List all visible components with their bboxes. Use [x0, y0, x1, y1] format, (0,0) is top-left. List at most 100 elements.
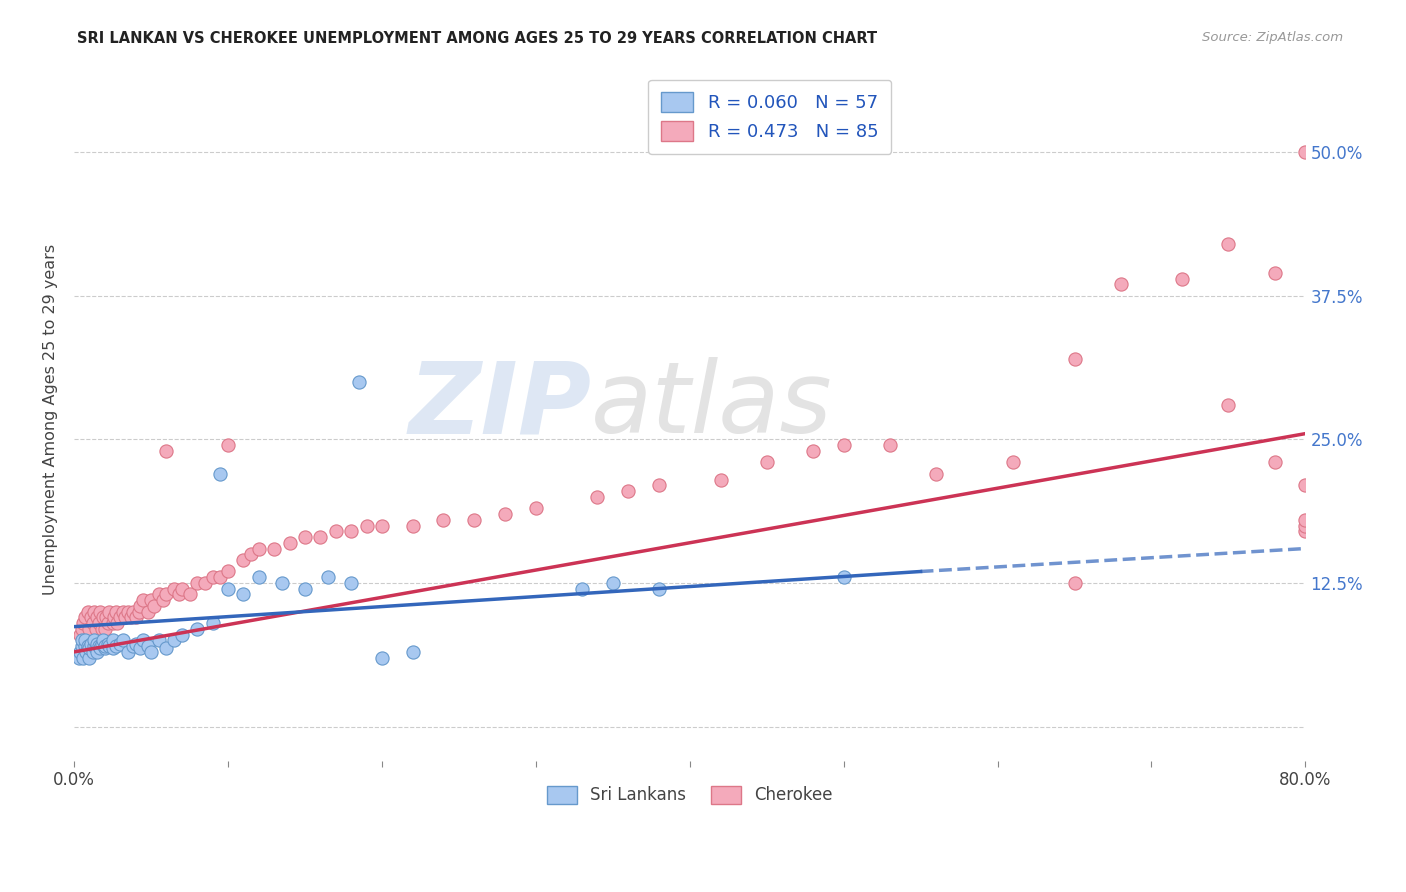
Point [79, 650, 101, 665]
Point [87, 616, 110, 631]
Point [263, 541, 285, 556]
Point [1294, 478, 1316, 492]
Point [120, 610, 142, 624]
Point [1264, 455, 1286, 469]
Point [648, 582, 671, 596]
Point [494, 507, 516, 521]
Point [586, 490, 609, 504]
Point [75, 645, 97, 659]
Point [69, 628, 91, 642]
Point [89, 641, 111, 656]
Point [232, 587, 254, 601]
Point [371, 650, 394, 665]
Point [316, 570, 339, 584]
Point [129, 599, 152, 613]
Point [1001, 455, 1024, 469]
Point [571, 582, 593, 596]
Point [77, 605, 100, 619]
Point [94, 641, 117, 656]
Point [1171, 271, 1194, 285]
Point [209, 570, 232, 584]
Point [617, 484, 640, 499]
Point [163, 582, 186, 596]
Point [1264, 266, 1286, 280]
Point [755, 455, 778, 469]
Point [98, 605, 121, 619]
Point [432, 513, 454, 527]
Point [201, 570, 224, 584]
Point [103, 610, 125, 624]
Point [186, 576, 208, 591]
Point [1294, 518, 1316, 533]
Point [1294, 524, 1316, 539]
Point [152, 593, 174, 607]
Point [832, 570, 855, 584]
Text: Source: ZipAtlas.com: Source: ZipAtlas.com [1202, 31, 1343, 45]
Point [117, 605, 139, 619]
Point [217, 582, 239, 596]
Point [129, 641, 152, 656]
Point [97, 616, 120, 631]
Point [90, 637, 112, 651]
Point [83, 639, 105, 653]
Point [217, 565, 239, 579]
Point [402, 518, 425, 533]
Point [79, 641, 101, 656]
Text: atlas: atlas [592, 357, 832, 454]
Point [110, 610, 132, 624]
Point [201, 616, 224, 631]
Point [89, 605, 111, 619]
Point [86, 637, 108, 651]
Point [294, 582, 316, 596]
Point [648, 478, 671, 492]
Point [139, 593, 162, 607]
Point [86, 610, 108, 624]
Point [155, 587, 177, 601]
Point [602, 576, 624, 591]
Point [96, 610, 118, 624]
Point [247, 570, 270, 584]
Point [247, 541, 270, 556]
Point [124, 637, 146, 651]
Point [79, 622, 101, 636]
Y-axis label: Unemployment Among Ages 25 to 29 years: Unemployment Among Ages 25 to 29 years [44, 244, 58, 595]
Point [121, 605, 143, 619]
Point [110, 637, 132, 651]
Point [82, 616, 104, 631]
Point [309, 530, 332, 544]
Point [340, 576, 363, 591]
Point [80, 637, 103, 651]
Point [179, 587, 201, 601]
Point [73, 633, 96, 648]
Point [170, 582, 193, 596]
Point [97, 637, 120, 651]
Point [325, 524, 347, 539]
Point [371, 518, 394, 533]
Point [132, 633, 155, 648]
Point [98, 639, 121, 653]
Point [121, 639, 143, 653]
Point [232, 553, 254, 567]
Point [69, 645, 91, 659]
Point [132, 593, 155, 607]
Point [832, 438, 855, 452]
Point [82, 645, 104, 659]
Point [84, 641, 107, 656]
Point [101, 616, 124, 631]
Point [94, 639, 117, 653]
Point [70, 622, 93, 636]
Point [709, 473, 731, 487]
Point [94, 622, 117, 636]
Point [112, 633, 135, 648]
Point [105, 616, 128, 631]
Point [1063, 351, 1085, 366]
Point [1294, 145, 1316, 160]
Point [73, 639, 96, 653]
Point [1294, 513, 1316, 527]
Point [83, 633, 105, 648]
Point [72, 616, 94, 631]
Text: ZIP: ZIP [408, 357, 592, 454]
Point [170, 628, 193, 642]
Point [104, 639, 127, 653]
Point [148, 633, 170, 648]
